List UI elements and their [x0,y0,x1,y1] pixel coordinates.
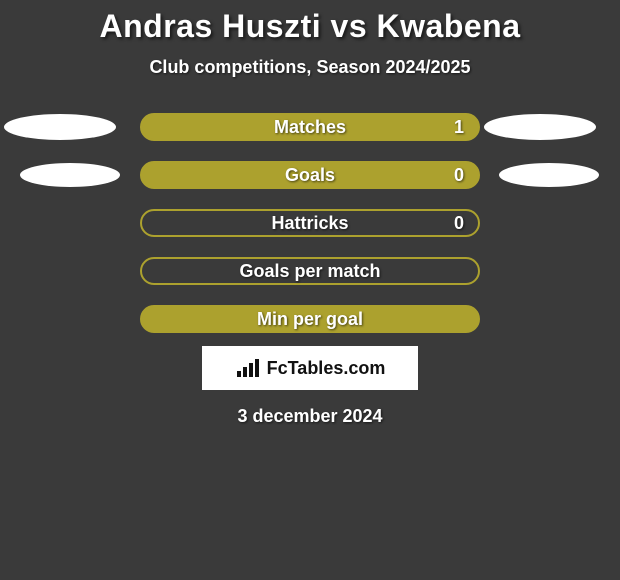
stat-label: Goals per match [239,261,380,282]
decorative-ellipse [20,163,120,187]
decorative-ellipse [484,114,596,140]
stat-bar-hattricks: Hattricks 0 [140,209,480,237]
logo-text: FcTables.com [267,358,386,379]
stat-row-hattricks: Hattricks 0 [0,206,620,240]
stat-label: Min per goal [257,309,363,330]
stat-bar-matches: Matches 1 [140,113,480,141]
stat-bar-min-per-goal: Min per goal [140,305,480,333]
date-text: 3 december 2024 [0,406,620,427]
stat-row-matches: Matches 1 [0,110,620,144]
decorative-ellipse [4,114,116,140]
stat-value: 1 [454,117,464,138]
stat-bar-goals-per-match: Goals per match [140,257,480,285]
stat-value: 0 [454,165,464,186]
stat-row-min-per-goal: Min per goal [0,302,620,336]
subtitle: Club competitions, Season 2024/2025 [0,57,620,78]
stat-label: Hattricks [271,213,348,234]
stat-label: Matches [274,117,346,138]
stat-label: Goals [285,165,335,186]
decorative-ellipse [499,163,599,187]
comparison-chart: Matches 1 Goals 0 Hattricks 0 Goals per match M… [0,110,620,336]
stat-row-goals-per-match: Goals per match [0,254,620,288]
stat-value: 0 [454,213,464,234]
logo-bars-icon [235,357,263,379]
page-title: Andras Huszti vs Kwabena [0,8,620,45]
stat-row-goals: Goals 0 [0,158,620,192]
logo-box: FcTables.com [202,346,418,390]
stat-bar-goals: Goals 0 [140,161,480,189]
